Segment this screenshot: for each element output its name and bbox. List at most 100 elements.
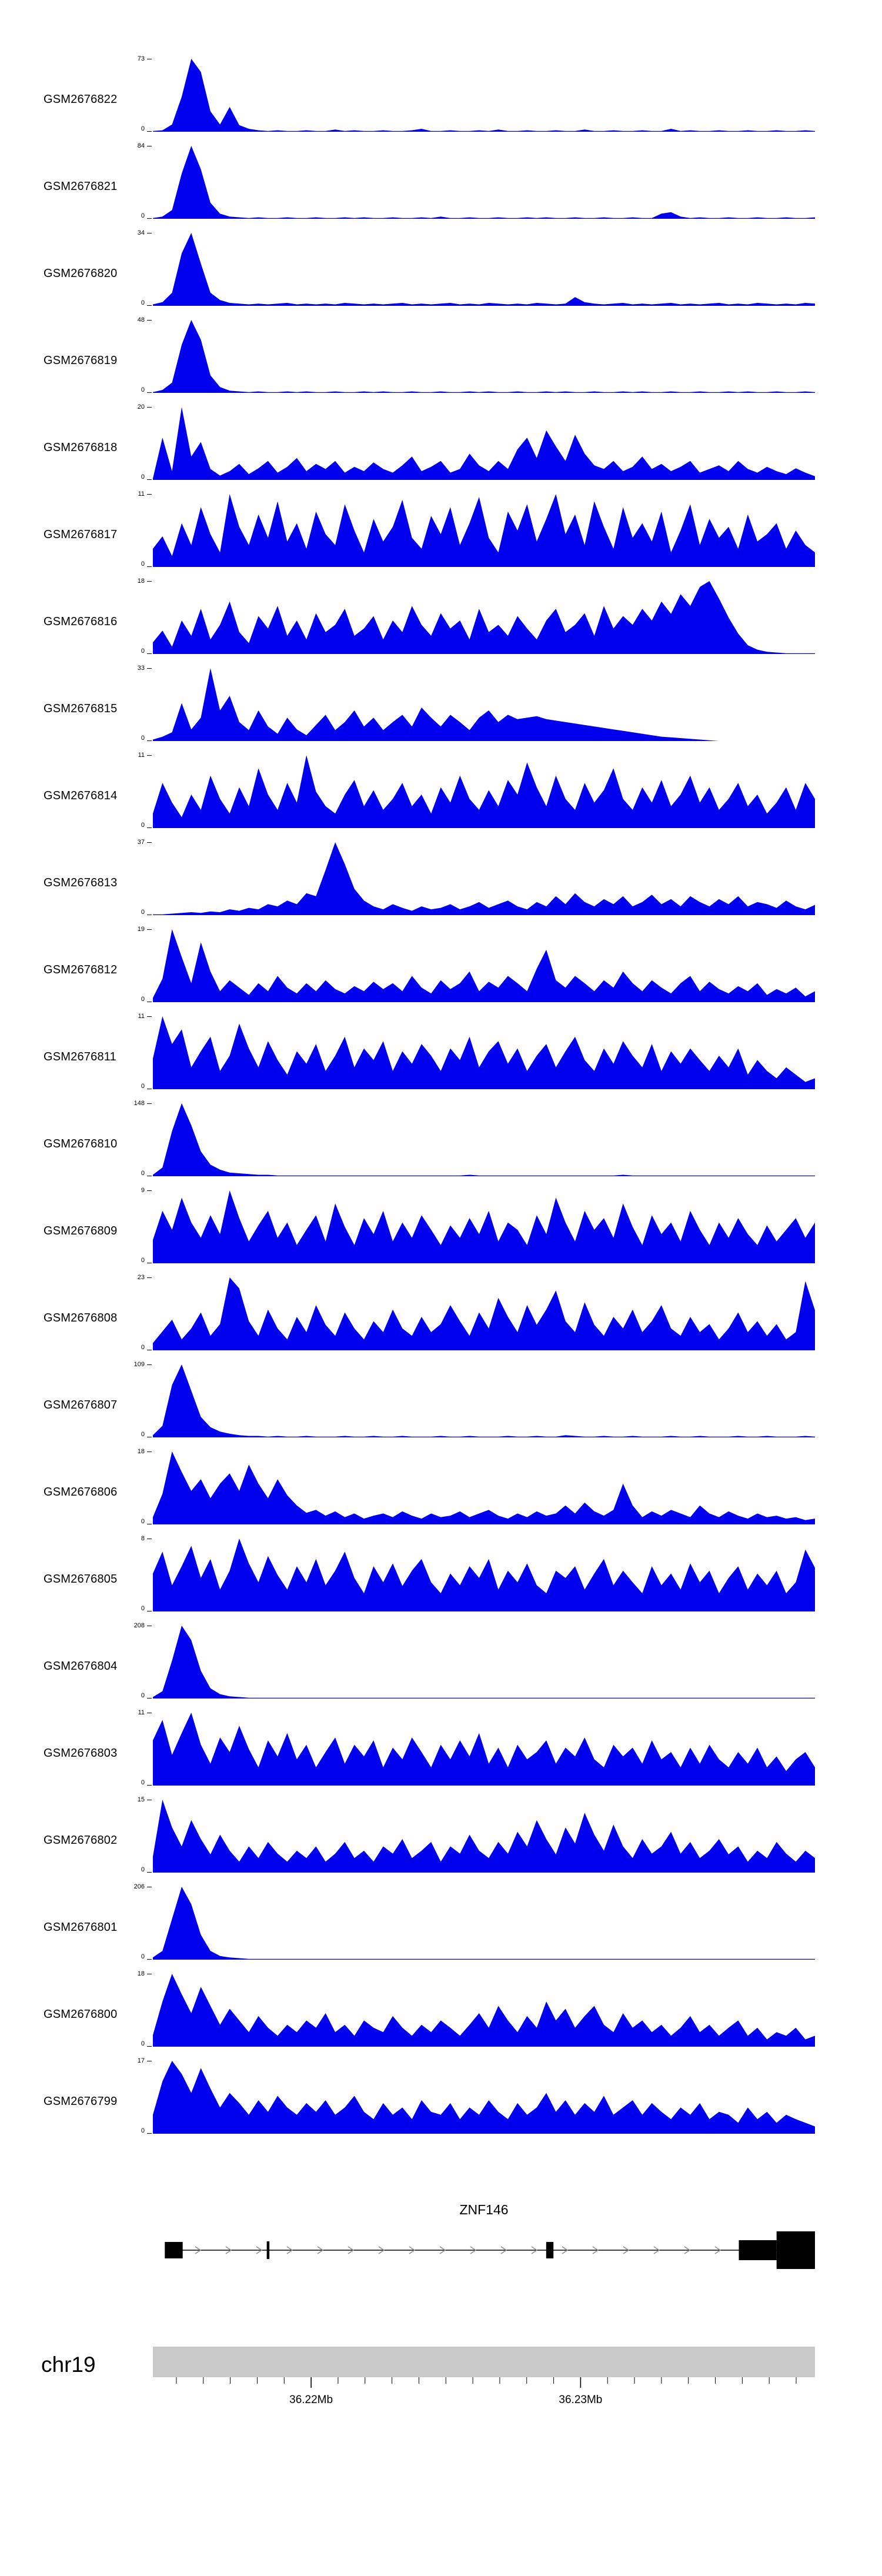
- yaxis-zero-label: 0: [141, 1257, 145, 1264]
- yaxis-tick: [147, 1451, 152, 1452]
- track-label: GSM2676809: [44, 1224, 118, 1237]
- signal-track-row: GSM2676803 11 0: [0, 1710, 882, 1800]
- yaxis-max-label: 48: [137, 316, 145, 323]
- yaxis-zero-label: 0: [141, 1953, 145, 1960]
- yaxis-max-label: 109: [133, 1361, 145, 1368]
- yaxis-tick: [147, 566, 152, 567]
- yaxis-max-label: 206: [133, 1883, 145, 1890]
- yaxis-tick: [147, 827, 152, 828]
- yaxis-max-label: 17: [137, 2057, 145, 2064]
- yaxis-tick: [147, 407, 152, 408]
- yaxis-tick: [147, 131, 152, 132]
- yaxis-tick: [147, 1103, 152, 1104]
- yaxis-tick: [147, 653, 152, 654]
- yaxis-max-label: 9: [141, 1187, 145, 1194]
- yaxis-max-label: 18: [137, 578, 145, 585]
- track-label: GSM2676815: [44, 702, 118, 715]
- yaxis-zero-label: 0: [141, 909, 145, 916]
- yaxis-max-label: 34: [137, 229, 145, 236]
- coverage-plot: [153, 1626, 815, 1699]
- signal-track-row: GSM2676812 19 0: [0, 926, 882, 1016]
- track-label: GSM2676804: [44, 1660, 118, 1673]
- coverage-plot: [153, 146, 815, 219]
- signal-track-row: GSM2676815 33 0: [0, 665, 882, 755]
- signal-track-row: GSM2676802 15 0: [0, 1797, 882, 1887]
- track-label: GSM2676818: [44, 441, 118, 454]
- yaxis-tick: [147, 668, 152, 669]
- coverage-plot: [153, 59, 815, 132]
- yaxis-zero-label: 0: [141, 996, 145, 1003]
- yaxis-tick: [147, 1016, 152, 1017]
- signal-track-row: GSM2676821 84 0: [0, 143, 882, 233]
- track-label: GSM2676817: [44, 528, 118, 541]
- yaxis-tick: [147, 1785, 152, 1786]
- yaxis-max-label: 73: [137, 55, 145, 62]
- yaxis-tick: [147, 755, 152, 756]
- track-label: GSM2676799: [44, 2095, 118, 2108]
- yaxis-zero-label: 0: [141, 2040, 145, 2047]
- yaxis-tick: [147, 2133, 152, 2134]
- coverage-plot: [153, 1800, 815, 1873]
- yaxis-tick: [147, 581, 152, 582]
- yaxis-tick: [147, 1277, 152, 1278]
- yaxis-max-label: 11: [138, 490, 145, 498]
- yaxis-tick: [147, 929, 152, 930]
- gene-model: [165, 2231, 815, 2269]
- track-label: GSM2676807: [44, 1399, 118, 1412]
- coverage-plot: [153, 929, 815, 1002]
- track-label: GSM2676816: [44, 615, 118, 628]
- track-label: GSM2676813: [44, 876, 118, 889]
- yaxis-tick: [147, 1698, 152, 1699]
- signal-track-row: GSM2676818 20 0: [0, 403, 882, 494]
- track-label: GSM2676820: [44, 267, 118, 280]
- yaxis-zero-label: 0: [141, 648, 145, 655]
- track-label: GSM2676821: [44, 180, 118, 193]
- track-label: GSM2676822: [44, 93, 118, 106]
- coverage-plot: [153, 1190, 815, 1263]
- coverage-plot: [153, 1016, 815, 1089]
- gene-name-label: ZNF146: [459, 2202, 509, 2217]
- genome-axis-track: chr19 36.22Mb 36.23Mb: [0, 2341, 882, 2441]
- yaxis-max-label: 33: [137, 665, 145, 672]
- signal-track-row: GSM2676800 18 0: [0, 1971, 882, 2061]
- yaxis-zero-label: 0: [141, 299, 145, 306]
- track-label: GSM2676801: [44, 1921, 118, 1934]
- yaxis-zero-label: 0: [141, 1779, 145, 1786]
- yaxis-zero-label: 0: [141, 1431, 145, 1438]
- coverage-plot: [153, 407, 815, 480]
- coverage-plot: [153, 1539, 815, 1611]
- yaxis-max-label: 20: [137, 403, 145, 411]
- track-label: GSM2676805: [44, 1573, 118, 1586]
- yaxis-zero-label: 0: [141, 1605, 145, 1612]
- yaxis-tick: [147, 320, 152, 321]
- signal-track-row: GSM2676799 17 0: [0, 2057, 882, 2148]
- yaxis-zero-label: 0: [141, 2127, 145, 2134]
- coverage-plot: [153, 1887, 815, 1960]
- signal-track-row: GSM2676806 18 0: [0, 1449, 882, 1539]
- track-label: GSM2676810: [44, 1137, 118, 1150]
- coverage-plot: [153, 1103, 815, 1176]
- coverage-plot: [153, 1451, 815, 1524]
- yaxis-zero-label: 0: [141, 212, 145, 219]
- coverage-plot: [153, 668, 815, 741]
- coverage-plot: [153, 320, 815, 393]
- yaxis-zero-label: 0: [141, 386, 145, 393]
- signal-track-row: GSM2676816 18 0: [0, 578, 882, 668]
- yaxis-tick: [147, 2046, 152, 2047]
- axis-ticks-icon: [176, 2377, 797, 2388]
- yaxis-zero-label: 0: [141, 473, 145, 481]
- track-label: GSM2676814: [44, 789, 118, 802]
- track-label: GSM2676811: [44, 1050, 116, 1063]
- track-label: GSM2676802: [44, 1834, 118, 1847]
- yaxis-tick: [147, 842, 152, 843]
- coverage-plot: [153, 842, 815, 915]
- coverage-plot: [153, 2061, 815, 2134]
- yaxis-zero-label: 0: [141, 1518, 145, 1525]
- yaxis-tick: [147, 392, 152, 393]
- signal-track-row: GSM2676810 148 0: [0, 1100, 882, 1190]
- coverage-plot: [153, 1974, 815, 2047]
- yaxis-max-label: 8: [141, 1535, 145, 1542]
- coverage-plot: [153, 581, 815, 654]
- coverage-plot: [153, 1277, 815, 1350]
